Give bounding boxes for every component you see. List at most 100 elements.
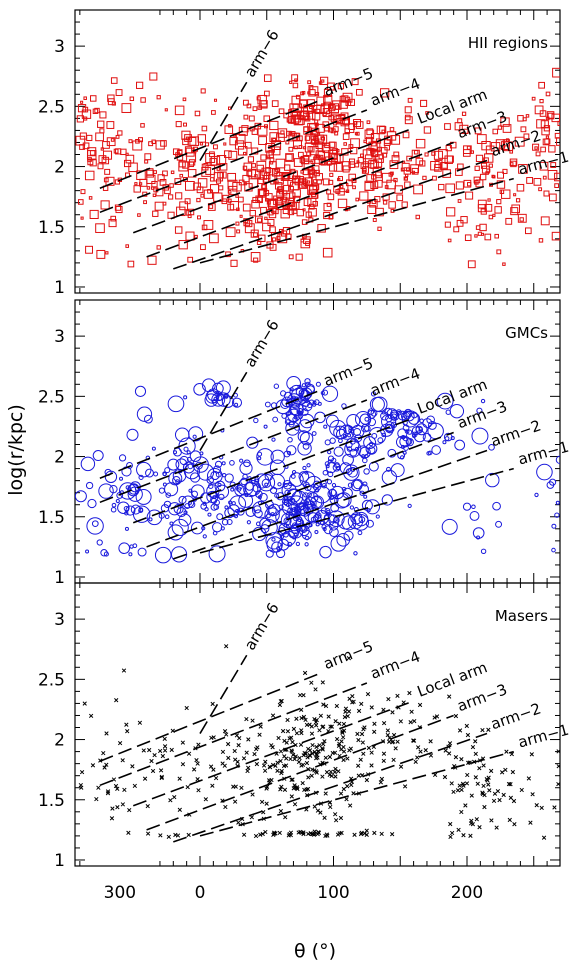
maser-point xyxy=(469,818,474,823)
maser-point xyxy=(278,699,283,704)
hii-region-point xyxy=(539,99,544,104)
maser-point xyxy=(332,769,337,775)
hii-region-point xyxy=(257,105,263,110)
maser-point xyxy=(273,831,278,836)
hii-region-point xyxy=(303,236,311,244)
gmc-point xyxy=(492,501,501,511)
hii-region-point xyxy=(235,194,239,198)
gmc-point xyxy=(190,484,205,499)
maser-point xyxy=(356,737,361,743)
gmc-point xyxy=(377,437,384,444)
gmc-point xyxy=(315,381,321,387)
hii-region-point xyxy=(455,181,464,190)
maser-point xyxy=(184,705,189,711)
y-tick-label: 2.5 xyxy=(38,387,65,407)
gmc-point xyxy=(162,471,167,477)
hii-region-point xyxy=(99,128,105,134)
hii-region-point xyxy=(278,228,284,234)
maser-point xyxy=(292,783,297,788)
hii-region-point xyxy=(309,170,317,178)
hii-region-point xyxy=(229,201,239,211)
gmc-point xyxy=(289,404,300,416)
hii-region-point xyxy=(277,128,288,138)
maser-point xyxy=(556,781,560,787)
y-tick-label: 3 xyxy=(54,37,65,57)
hii-region-point xyxy=(261,167,270,176)
hii-region-point xyxy=(296,208,304,217)
gmc-point xyxy=(138,474,144,480)
arm-line-arm-4 xyxy=(99,399,368,504)
gmc-point xyxy=(441,518,458,535)
hii-region-point xyxy=(326,189,332,195)
maser-point xyxy=(328,724,333,729)
hii-region-point xyxy=(547,112,555,120)
maser-point xyxy=(113,783,119,789)
hii-region-point xyxy=(311,165,320,174)
gmc-point xyxy=(117,501,130,514)
maser-point xyxy=(455,788,461,793)
maser-point xyxy=(294,716,299,721)
hii-region-point xyxy=(174,105,185,116)
maser-point xyxy=(145,804,150,809)
maser-point xyxy=(79,785,84,790)
arm-label-arm-6: arm−6 xyxy=(241,600,283,654)
gmc-point xyxy=(299,431,314,446)
hii-region-point xyxy=(250,229,259,238)
gmc-point xyxy=(172,476,181,485)
maser-point xyxy=(442,774,448,780)
hii-region-point xyxy=(99,111,107,119)
hii-region-point xyxy=(456,219,464,227)
hii-region-point xyxy=(283,184,290,192)
maser-point xyxy=(211,735,216,740)
arm-line-arm-4 xyxy=(99,109,368,214)
gmc-point xyxy=(319,545,332,559)
gmc-point xyxy=(454,439,466,451)
hii-region-point xyxy=(282,227,291,235)
maser-point xyxy=(278,758,283,764)
hii-region-point xyxy=(557,120,560,126)
arm-label-arm-1: arm−1 xyxy=(516,721,570,752)
maser-point xyxy=(291,726,297,732)
hii-region-point xyxy=(496,199,502,205)
hii-region-point xyxy=(488,163,493,168)
maser-point xyxy=(418,749,423,754)
hii-region-point xyxy=(285,140,290,145)
hii-region-point xyxy=(315,143,319,147)
hii-region-point xyxy=(329,172,334,177)
maser-point xyxy=(120,802,126,807)
maser-point xyxy=(335,832,341,837)
hii-region-point xyxy=(359,191,369,201)
hii-region-point xyxy=(251,199,260,209)
hii-region-point xyxy=(194,110,201,117)
hii-region-point xyxy=(113,148,119,154)
maser-point xyxy=(362,725,367,730)
hii-region-point xyxy=(175,121,182,128)
hii-region-point xyxy=(474,165,480,171)
maser-point xyxy=(333,719,338,724)
maser-point xyxy=(449,781,454,786)
maser-point xyxy=(244,750,249,755)
hii-region-point xyxy=(95,132,104,142)
hii-region-point xyxy=(209,177,215,182)
maser-point xyxy=(324,770,330,775)
gmc-point xyxy=(175,458,188,471)
hii-region-point xyxy=(307,80,312,85)
gmc-point xyxy=(313,399,320,406)
maser-point xyxy=(338,815,344,821)
gmc-point xyxy=(485,472,500,488)
maser-point xyxy=(307,722,312,727)
arm-label-arm-6: arm−6 xyxy=(241,317,283,371)
maser-point xyxy=(196,788,201,793)
hii-region-point xyxy=(474,180,479,185)
maser-point xyxy=(186,751,192,756)
maser-point xyxy=(334,736,340,742)
hii-region-point xyxy=(298,99,308,108)
gmc-point xyxy=(154,546,172,564)
hii-region-point xyxy=(288,131,293,135)
maser-point xyxy=(497,797,502,803)
gmc-point xyxy=(471,504,476,510)
hii-region-point xyxy=(494,233,499,239)
hii-region-point xyxy=(360,163,367,170)
y-tick-label: 2.5 xyxy=(38,670,65,690)
